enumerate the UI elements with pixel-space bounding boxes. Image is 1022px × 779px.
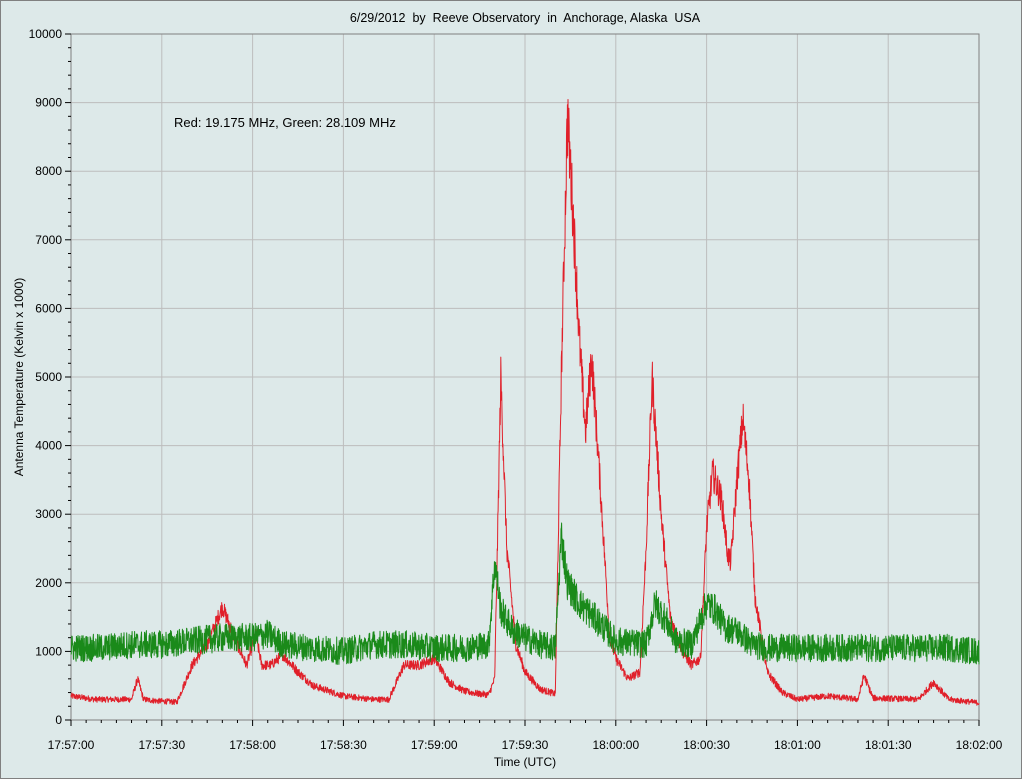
- y-tick-label: 9000: [35, 96, 62, 110]
- series-line-green: [70, 522, 980, 665]
- x-tick-label: 18:00:30: [683, 738, 730, 752]
- y-tick-label: 7000: [35, 233, 62, 247]
- y-tick-label: 1000: [35, 644, 62, 658]
- x-tick-label: 18:02:00: [956, 738, 1003, 752]
- series-layer: [70, 99, 980, 706]
- x-tick-label: 18:00:00: [592, 738, 639, 752]
- x-tick-label: 17:58:00: [229, 738, 276, 752]
- y-tick-label: 6000: [35, 301, 62, 315]
- x-tick-label: 17:57:30: [138, 738, 185, 752]
- series-line-red: [70, 99, 980, 706]
- y-tick-label: 4000: [35, 439, 62, 453]
- axes: 0 1000 2000 3000 4000 5000 6000 7000 8000 9000 100…: [29, 27, 1003, 752]
- legend-annotation: Red: 19.175 MHz, Green: 28.109 MHz: [174, 115, 396, 130]
- y-tick-label: 3000: [35, 507, 62, 521]
- x-tick-label: 18:01:00: [774, 738, 821, 752]
- x-tick-label: 17:57:00: [48, 738, 95, 752]
- y-tick-label: 2000: [35, 576, 62, 590]
- x-axis-label: Time (UTC): [494, 755, 556, 769]
- y-tick-label: 0: [55, 713, 62, 727]
- y-tick-label: 8000: [35, 164, 62, 178]
- x-tick-label: 17:59:00: [411, 738, 458, 752]
- y-tick-label: 10000: [29, 27, 63, 41]
- chart-title: 6/29/2012 by Reeve Observatory in Anchor…: [350, 11, 701, 25]
- x-tick-label: 18:01:30: [865, 738, 912, 752]
- x-tick-label: 17:59:30: [502, 738, 549, 752]
- y-tick-label: 5000: [35, 370, 62, 384]
- y-axis-label: Antenna Temperature (Kelvin x 1000): [12, 278, 26, 477]
- grid: [71, 34, 979, 720]
- x-tick-label: 17:58:30: [320, 738, 367, 752]
